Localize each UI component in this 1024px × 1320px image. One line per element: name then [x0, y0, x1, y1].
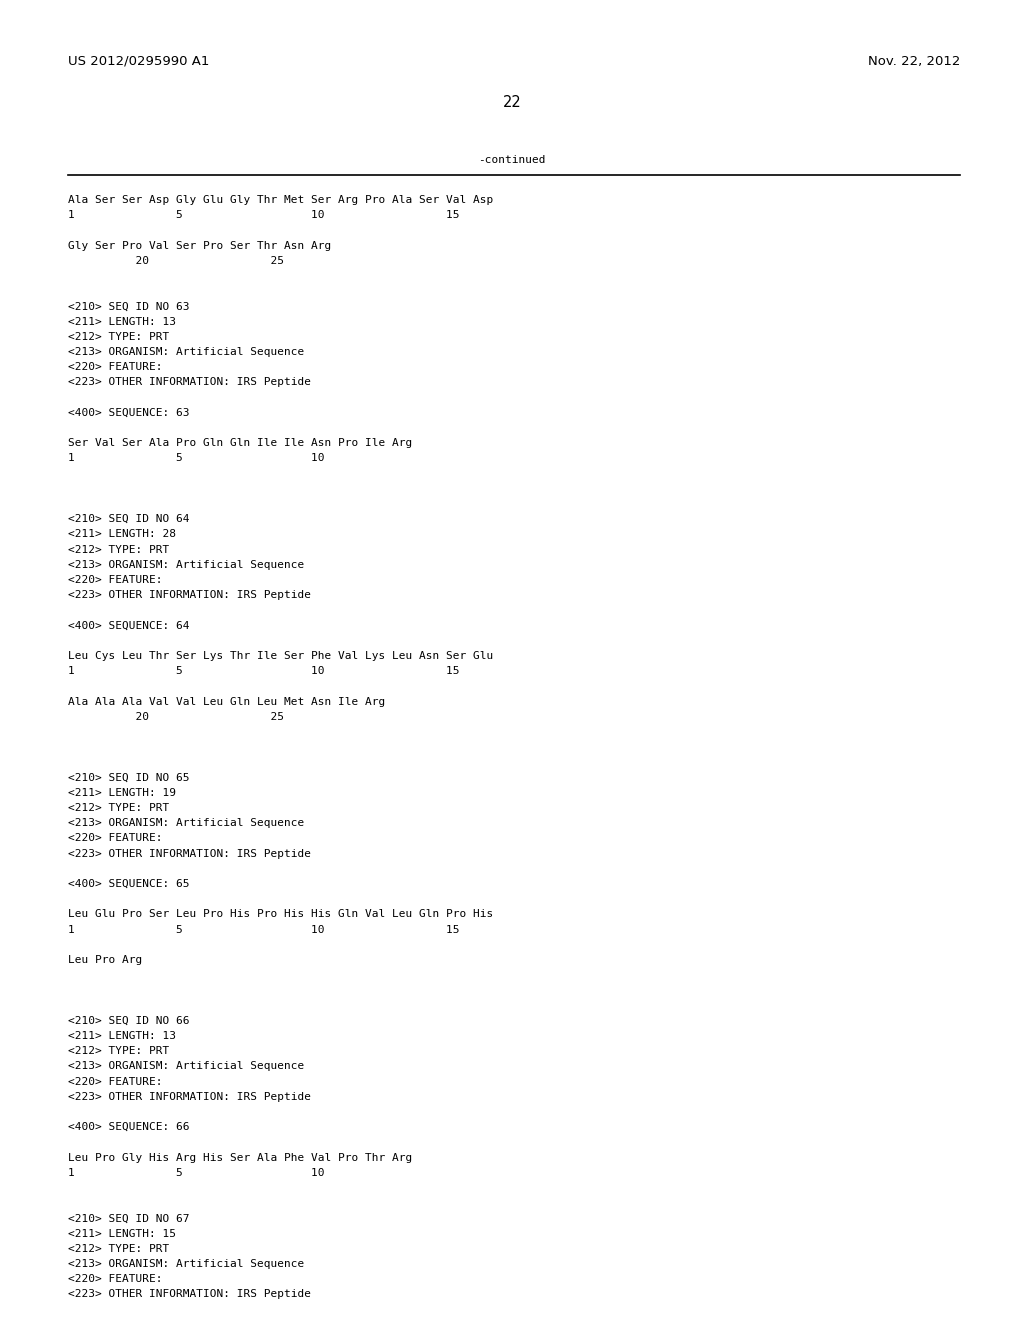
Text: <220> FEATURE:: <220> FEATURE:	[68, 362, 163, 372]
Text: <210> SEQ ID NO 67: <210> SEQ ID NO 67	[68, 1213, 189, 1224]
Text: <210> SEQ ID NO 66: <210> SEQ ID NO 66	[68, 1016, 189, 1026]
Text: <220> FEATURE:: <220> FEATURE:	[68, 833, 163, 843]
Text: <211> LENGTH: 13: <211> LENGTH: 13	[68, 317, 176, 326]
Text: <223> OTHER INFORMATION: IRS Peptide: <223> OTHER INFORMATION: IRS Peptide	[68, 1290, 311, 1299]
Text: <400> SEQUENCE: 66: <400> SEQUENCE: 66	[68, 1122, 189, 1133]
Text: <223> OTHER INFORMATION: IRS Peptide: <223> OTHER INFORMATION: IRS Peptide	[68, 378, 311, 387]
Text: <212> TYPE: PRT: <212> TYPE: PRT	[68, 803, 169, 813]
Text: <211> LENGTH: 13: <211> LENGTH: 13	[68, 1031, 176, 1041]
Text: <212> TYPE: PRT: <212> TYPE: PRT	[68, 1243, 169, 1254]
Text: 1               5                   10                  15: 1 5 10 15	[68, 924, 460, 935]
Text: 1               5                   10: 1 5 10	[68, 453, 325, 463]
Text: <212> TYPE: PRT: <212> TYPE: PRT	[68, 1047, 169, 1056]
Text: <400> SEQUENCE: 63: <400> SEQUENCE: 63	[68, 408, 189, 418]
Text: <400> SEQUENCE: 65: <400> SEQUENCE: 65	[68, 879, 189, 888]
Text: Ser Val Ser Ala Pro Gln Gln Ile Ile Asn Pro Ile Arg: Ser Val Ser Ala Pro Gln Gln Ile Ile Asn …	[68, 438, 413, 449]
Text: Ala Ser Ser Asp Gly Glu Gly Thr Met Ser Arg Pro Ala Ser Val Asp: Ala Ser Ser Asp Gly Glu Gly Thr Met Ser …	[68, 195, 494, 205]
Text: <210> SEQ ID NO 64: <210> SEQ ID NO 64	[68, 515, 189, 524]
Text: <220> FEATURE:: <220> FEATURE:	[68, 576, 163, 585]
Text: <213> ORGANISM: Artificial Sequence: <213> ORGANISM: Artificial Sequence	[68, 818, 304, 828]
Text: 1               5                   10                  15: 1 5 10 15	[68, 667, 460, 676]
Text: Leu Glu Pro Ser Leu Pro His Pro His His Gln Val Leu Gln Pro His: Leu Glu Pro Ser Leu Pro His Pro His His …	[68, 909, 494, 920]
Text: Leu Pro Arg: Leu Pro Arg	[68, 954, 142, 965]
Text: <220> FEATURE:: <220> FEATURE:	[68, 1077, 163, 1086]
Text: <212> TYPE: PRT: <212> TYPE: PRT	[68, 331, 169, 342]
Text: 1               5                   10                  15: 1 5 10 15	[68, 210, 460, 220]
Text: <223> OTHER INFORMATION: IRS Peptide: <223> OTHER INFORMATION: IRS Peptide	[68, 1092, 311, 1102]
Text: Leu Pro Gly His Arg His Ser Ala Phe Val Pro Thr Arg: Leu Pro Gly His Arg His Ser Ala Phe Val …	[68, 1152, 413, 1163]
Text: <213> ORGANISM: Artificial Sequence: <213> ORGANISM: Artificial Sequence	[68, 560, 304, 570]
Text: <211> LENGTH: 28: <211> LENGTH: 28	[68, 529, 176, 540]
Text: <211> LENGTH: 15: <211> LENGTH: 15	[68, 1229, 176, 1238]
Text: Leu Cys Leu Thr Ser Lys Thr Ile Ser Phe Val Lys Leu Asn Ser Glu: Leu Cys Leu Thr Ser Lys Thr Ile Ser Phe …	[68, 651, 494, 661]
Text: 1               5                   10: 1 5 10	[68, 1168, 325, 1177]
Text: <211> LENGTH: 19: <211> LENGTH: 19	[68, 788, 176, 797]
Text: -continued: -continued	[478, 154, 546, 165]
Text: <223> OTHER INFORMATION: IRS Peptide: <223> OTHER INFORMATION: IRS Peptide	[68, 849, 311, 858]
Text: <400> SEQUENCE: 64: <400> SEQUENCE: 64	[68, 620, 189, 631]
Text: <223> OTHER INFORMATION: IRS Peptide: <223> OTHER INFORMATION: IRS Peptide	[68, 590, 311, 601]
Text: US 2012/0295990 A1: US 2012/0295990 A1	[68, 55, 209, 69]
Text: 20                  25: 20 25	[68, 711, 284, 722]
Text: <220> FEATURE:: <220> FEATURE:	[68, 1274, 163, 1284]
Text: Ala Ala Ala Val Val Leu Gln Leu Met Asn Ile Arg: Ala Ala Ala Val Val Leu Gln Leu Met Asn …	[68, 697, 385, 706]
Text: 20                  25: 20 25	[68, 256, 284, 265]
Text: <210> SEQ ID NO 63: <210> SEQ ID NO 63	[68, 301, 189, 312]
Text: 22: 22	[503, 95, 521, 110]
Text: Nov. 22, 2012: Nov. 22, 2012	[867, 55, 961, 69]
Text: <213> ORGANISM: Artificial Sequence: <213> ORGANISM: Artificial Sequence	[68, 1259, 304, 1269]
Text: <213> ORGANISM: Artificial Sequence: <213> ORGANISM: Artificial Sequence	[68, 1061, 304, 1072]
Text: <210> SEQ ID NO 65: <210> SEQ ID NO 65	[68, 772, 189, 783]
Text: <212> TYPE: PRT: <212> TYPE: PRT	[68, 545, 169, 554]
Text: Gly Ser Pro Val Ser Pro Ser Thr Asn Arg: Gly Ser Pro Val Ser Pro Ser Thr Asn Arg	[68, 240, 331, 251]
Text: <213> ORGANISM: Artificial Sequence: <213> ORGANISM: Artificial Sequence	[68, 347, 304, 356]
